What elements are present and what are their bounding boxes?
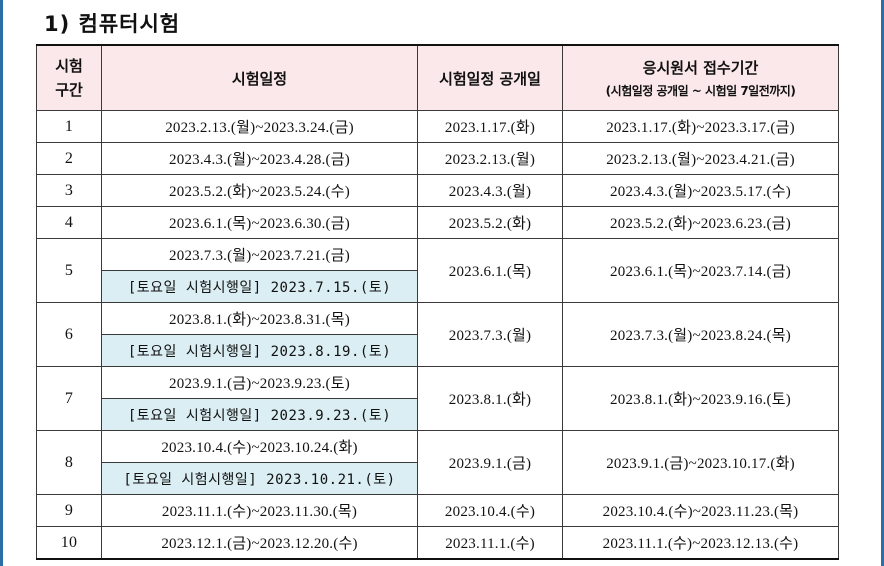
exam-period: 2023.8.1.(화)~2023.8.31.(목) [101, 302, 418, 335]
table-body: 1 2023.2.13.(월)~2023.3.24.(금) 2023.1.17.(화… [36, 110, 839, 560]
announce-date: 2023.1.17.(화) [417, 110, 563, 143]
header-application-title: 응시원서 접수기간 [642, 59, 759, 77]
header-exam-dates: 시험일정 [101, 44, 418, 111]
application-period: 2023.1.17.(화)~2023.3.17.(금) [562, 110, 839, 143]
exam-period: 2023.11.1.(수)~2023.11.30.(목) [101, 494, 418, 527]
application-period: 2023.9.1.(금)~2023.10.17.(화) [562, 430, 839, 495]
session-number: 3 [36, 174, 102, 207]
announce-date: 2023.4.3.(월) [417, 174, 563, 207]
exam-period: 2023.5.2.(화)~2023.5.24.(수) [101, 174, 418, 207]
application-period: 2023.10.4.(수)~2023.11.23.(목) [562, 494, 839, 527]
window-frame-right [881, 0, 884, 566]
header-row: 시험 구간 시험일정 시험일정 공개일 응시원서 접수기간 (시험일정 공개일 … [36, 44, 839, 111]
session-number: 7 [36, 366, 102, 431]
exam-period: 2023.9.1.(금)~2023.9.23.(토) [101, 366, 418, 399]
table-header: 시험 구간 시험일정 시험일정 공개일 응시원서 접수기간 (시험일정 공개일 … [36, 44, 839, 111]
exam-period: 2023.12.1.(금)~2023.12.20.(수) [101, 526, 418, 560]
session-number: 1 [36, 110, 102, 143]
table-row: 6 2023.8.1.(화)~2023.8.31.(목) 2023.7.3.(월) 2… [36, 302, 839, 367]
saturday-exam-date: [토요일 시험시행일] 2023.7.15.(토) [101, 270, 418, 303]
application-period: 2023.6.1.(목)~2023.7.14.(금) [562, 238, 839, 303]
exam-period: 2023.2.13.(월)~2023.3.24.(금) [101, 110, 418, 143]
session-number: 10 [36, 526, 102, 560]
table-row: 4 2023.6.1.(목)~2023.6.30.(금) 2023.5.2.(화) 2… [36, 206, 839, 239]
announce-date: 2023.10.4.(수) [417, 494, 563, 527]
header-session-line1: 시험 [55, 57, 83, 75]
announce-date: 2023.6.1.(목) [417, 238, 563, 303]
table-row: 7 2023.9.1.(금)~2023.9.23.(토) 2023.8.1.(화) 2… [36, 366, 839, 431]
header-session-line2: 구간 [55, 81, 83, 99]
table-row: 9 2023.11.1.(수)~2023.11.30.(목) 2023.10.4.(… [36, 494, 839, 527]
session-number: 5 [36, 238, 102, 303]
announce-date: 2023.9.1.(금) [417, 430, 563, 495]
header-announce-date: 시험일정 공개일 [417, 44, 563, 111]
application-period: 2023.8.1.(화)~2023.9.16.(토) [562, 366, 839, 431]
saturday-exam-date: [토요일 시험시행일] 2023.9.23.(토) [101, 398, 418, 431]
saturday-exam-date: [토요일 시험시행일] 2023.10.21.(토) [101, 462, 418, 495]
session-number: 2 [36, 142, 102, 175]
announce-date: 2023.7.3.(월) [417, 302, 563, 367]
exam-period: 2023.4.3.(월)~2023.4.28.(금) [101, 142, 418, 175]
announce-date: 2023.2.13.(월) [417, 142, 563, 175]
session-number: 9 [36, 494, 102, 527]
application-period: 2023.11.1.(수)~2023.12.13.(수) [562, 526, 839, 560]
session-number: 4 [36, 206, 102, 239]
exam-period: 2023.7.3.(월)~2023.7.21.(금) [101, 238, 418, 271]
application-period: 2023.5.2.(화)~2023.6.23.(금) [562, 206, 839, 239]
table-row-saturday: [토요일 시험시행일] 2023.7.15.(토) [37, 270, 839, 303]
table-row: 1 2023.2.13.(월)~2023.3.24.(금) 2023.1.17.(화… [36, 110, 839, 143]
table-row-saturday: [토요일 시험시행일] 2023.8.19.(토) [37, 334, 839, 367]
announce-date: 2023.5.2.(화) [417, 206, 563, 239]
header-application-subtitle: (시험일정 공개일 ~ 시험일 7일전까지) [605, 84, 796, 98]
table-row: 10 2023.12.1.(금)~2023.12.20.(수) 2023.11.1.… [36, 526, 839, 560]
header-application-period: 응시원서 접수기간 (시험일정 공개일 ~ 시험일 7일전까지) [562, 44, 839, 111]
table-row-saturday: [토요일 시험시행일] 2023.10.21.(토) [37, 462, 839, 495]
table-row: 2 2023.4.3.(월)~2023.4.28.(금) 2023.2.13.(월)… [36, 142, 839, 175]
application-period: 2023.2.13.(월)~2023.4.21.(금) [562, 142, 839, 175]
application-period: 2023.4.3.(월)~2023.5.17.(수) [562, 174, 839, 207]
header-session: 시험 구간 [36, 44, 102, 111]
window-frame-left [0, 0, 3, 566]
announce-date: 2023.11.1.(수) [417, 526, 563, 560]
exam-schedule-table: 시험 구간 시험일정 시험일정 공개일 응시원서 접수기간 (시험일정 공개일 … [36, 44, 839, 560]
table-row-saturday: [토요일 시험시행일] 2023.9.23.(토) [37, 398, 839, 431]
exam-period: 2023.6.1.(목)~2023.6.30.(금) [101, 206, 418, 239]
saturday-exam-date: [토요일 시험시행일] 2023.8.19.(토) [101, 334, 418, 367]
section-title: 1) 컴퓨터시험 [44, 12, 181, 36]
exam-period: 2023.10.4.(수)~2023.10.24.(화) [101, 430, 418, 463]
session-number: 8 [36, 430, 102, 495]
table-row: 3 2023.5.2.(화)~2023.5.24.(수) 2023.4.3.(월) 2… [36, 174, 839, 207]
application-period: 2023.7.3.(월)~2023.8.24.(목) [562, 302, 839, 367]
announce-date: 2023.8.1.(화) [417, 366, 563, 431]
session-number: 6 [36, 302, 102, 367]
table-row: 5 2023.7.3.(월)~2023.7.21.(금) 2023.6.1.(목) 2… [36, 238, 839, 303]
table-row: 8 2023.10.4.(수)~2023.10.24.(화) 2023.9.1.(금… [36, 430, 839, 495]
